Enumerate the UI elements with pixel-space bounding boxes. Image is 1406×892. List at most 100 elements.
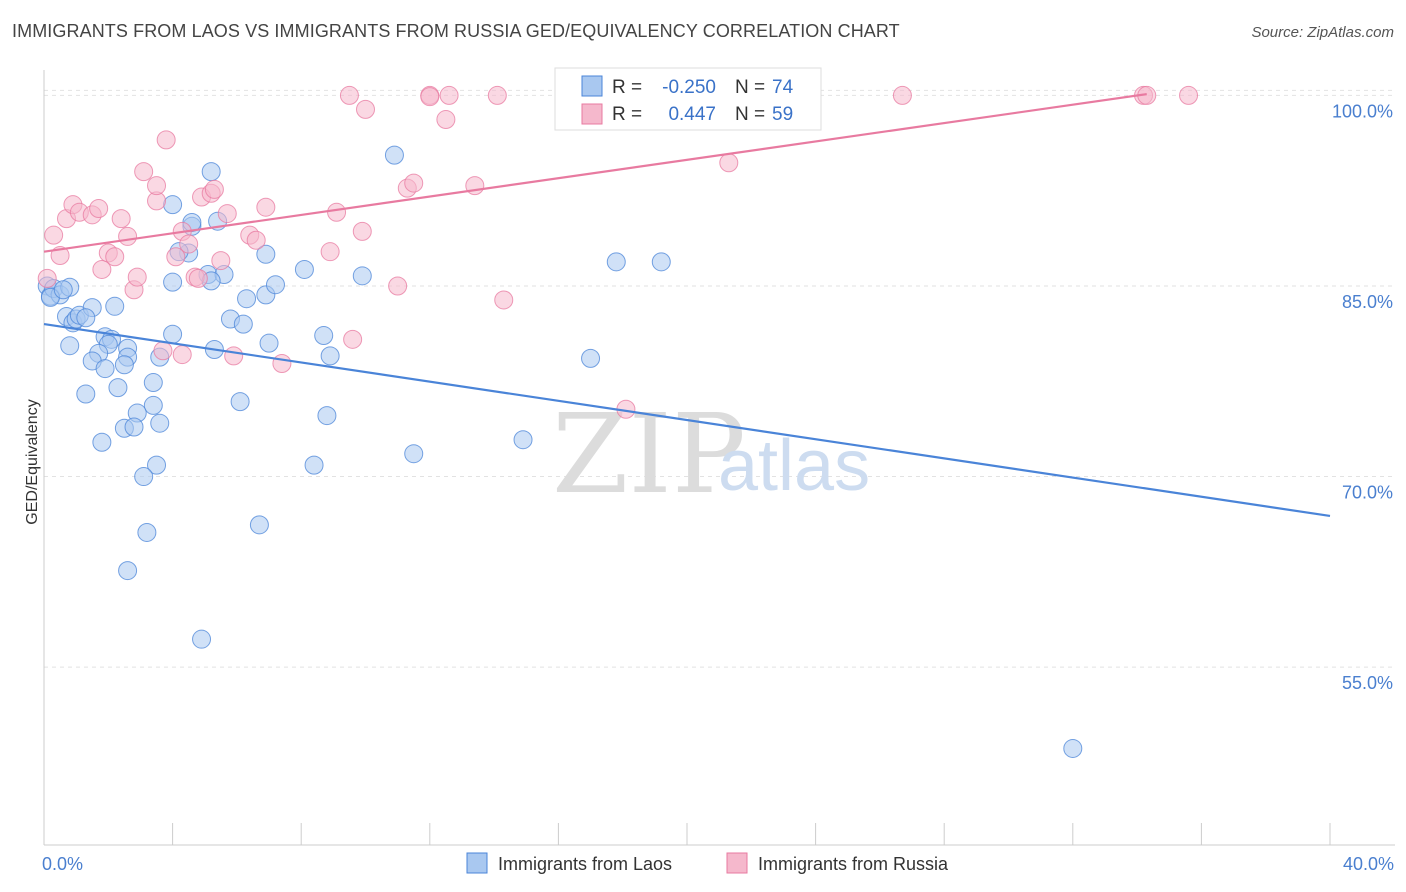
laos-r-label: R = [612, 77, 642, 98]
laos-r-value: -0.250 [662, 77, 716, 98]
chart-title: IMMIGRANTS FROM LAOS VS IMMIGRANTS FROM … [12, 21, 900, 41]
russia-point [166, 247, 186, 267]
laos-point [317, 406, 337, 426]
laos-point [150, 413, 170, 433]
laos-point [118, 561, 138, 581]
russia-point [37, 268, 57, 288]
laos-point [249, 515, 269, 535]
russia-point [320, 242, 340, 262]
russia-point [246, 230, 266, 250]
y-tick-label: 70.0% [1342, 483, 1393, 503]
laos-n-value: 74 [772, 77, 794, 98]
laos-point [95, 359, 115, 379]
russia-point [892, 85, 912, 105]
series-legend: Immigrants from Laos Immigrants from Rus… [466, 852, 949, 874]
russia-point [147, 176, 167, 196]
laos-point [163, 324, 183, 344]
laos-point [237, 289, 257, 309]
laos-point [60, 336, 80, 356]
russia-point [420, 87, 440, 107]
laos-point [352, 266, 372, 286]
y-axis-label: GED/Equivalency [24, 399, 41, 524]
watermark: ZIP atlas [552, 390, 870, 518]
russia-point [89, 198, 109, 218]
laos-n-label: N = [735, 77, 765, 98]
russia-point [172, 345, 192, 365]
laos-point [53, 280, 73, 300]
russia-trend-line [43, 93, 1147, 253]
russia-point [211, 251, 231, 271]
stats-legend: R = -0.250 N = 74 R = 0.447 N = 59 [554, 67, 822, 131]
russia-r-label: R = [612, 104, 642, 125]
laos-point [137, 522, 157, 542]
y-tick-label: 55.0% [1342, 673, 1393, 693]
laos-point [192, 629, 212, 649]
russia-point [224, 346, 244, 366]
russia-point [439, 85, 459, 105]
laos-point [230, 392, 250, 412]
laos-swatch [581, 75, 603, 97]
russia-point [356, 99, 375, 119]
laos-point [314, 326, 334, 346]
watermark-atlas: atlas [718, 426, 870, 506]
laos-point [134, 467, 154, 487]
laos-point [92, 432, 112, 452]
russia-point [111, 209, 131, 229]
laos-point [147, 455, 167, 475]
laos-point [143, 373, 163, 393]
russia-point [217, 204, 237, 224]
laos-point [294, 259, 314, 279]
tick-labels: 55.0% 70.0% 85.0% 100.0% 0.0% 40.0% [42, 101, 1394, 874]
x-tick-label: 40.0% [1343, 854, 1394, 874]
y-tick-label: 85.0% [1342, 292, 1393, 312]
laos-point [581, 348, 601, 368]
laos-point [76, 308, 96, 328]
russia-point [352, 221, 372, 241]
source-label: Source: ZipAtlas.com [1251, 24, 1394, 41]
russia-point [188, 268, 208, 288]
laos-point [201, 162, 221, 182]
laos-point [320, 346, 340, 366]
russia-point [339, 85, 359, 105]
laos-point [256, 244, 276, 264]
grid-lines [44, 89, 1395, 668]
laos-point [259, 333, 279, 353]
laos-point [384, 145, 404, 165]
legend-laos-label: Immigrants from Laos [498, 854, 672, 874]
laos-point [1063, 738, 1083, 758]
russia-point [118, 226, 138, 246]
laos-points [37, 145, 1083, 758]
russia-point [494, 290, 514, 310]
laos-point [143, 395, 163, 415]
laos-point [304, 455, 324, 475]
russia-swatch [581, 103, 603, 125]
y-tick-label: 100.0% [1332, 101, 1393, 121]
russia-point [388, 276, 408, 296]
russia-point [105, 247, 125, 267]
laos-point [163, 195, 183, 215]
legend-laos-swatch [466, 852, 488, 874]
laos-trend-line [43, 323, 1331, 518]
laos-point [606, 252, 626, 272]
russia-point [44, 225, 64, 245]
russia-point [256, 197, 276, 217]
russia-point [153, 341, 173, 361]
axes [43, 70, 1395, 846]
laos-point [651, 252, 671, 272]
laos-point [124, 417, 144, 437]
russia-point [436, 110, 456, 130]
russia-point [127, 267, 147, 287]
laos-point [114, 355, 134, 375]
russia-n-value: 59 [772, 104, 793, 125]
russia-point [327, 202, 347, 222]
russia-point [719, 153, 739, 173]
laos-point [163, 272, 183, 292]
legend-russia-label: Immigrants from Russia [758, 854, 949, 874]
russia-point [1179, 85, 1199, 105]
laos-point [265, 275, 285, 295]
russia-point [204, 179, 224, 199]
x-tick-label: 0.0% [42, 854, 83, 874]
laos-point [513, 430, 533, 450]
laos-point [233, 314, 253, 334]
